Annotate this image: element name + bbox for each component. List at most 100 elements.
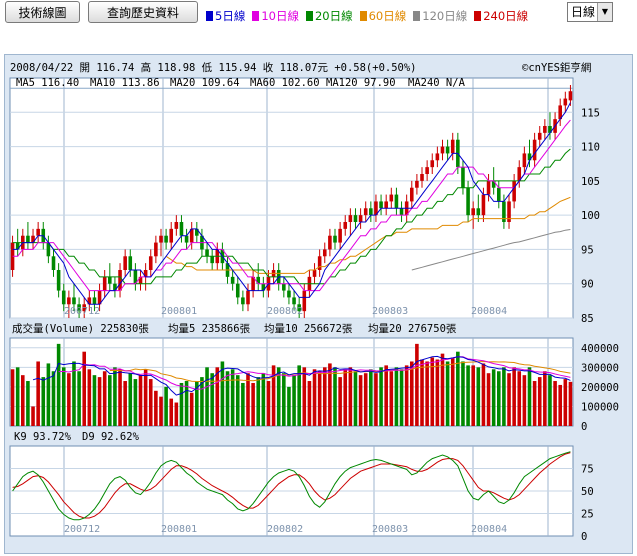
candle-body [338, 228, 342, 243]
volume-bar [271, 365, 276, 426]
candle-body [532, 139, 537, 161]
volume-bar [230, 369, 235, 426]
period-select-value: 日線 [571, 5, 596, 19]
candle-body [67, 297, 71, 305]
volume-bar [118, 369, 122, 426]
volume-bar [358, 375, 363, 426]
technical-chart-button[interactable]: 技術線圖 [5, 1, 80, 23]
copyright-label: ©cnYES鉅亨網 [522, 61, 591, 74]
volume-bar [189, 392, 194, 426]
legend-label: 240日線 [483, 9, 529, 23]
volume-bar [512, 367, 516, 426]
candle-body [312, 270, 317, 277]
price-tick-label: 105 [581, 176, 600, 188]
candle-body [46, 242, 51, 257]
candle-body [394, 194, 399, 209]
candle-body [72, 297, 76, 305]
candle-body [568, 91, 573, 101]
volume-bar [113, 367, 117, 426]
volume-header: 均量10 256672張 [264, 323, 353, 335]
candle-body [471, 208, 475, 216]
volume-bar [77, 371, 81, 426]
volume-bar [179, 382, 184, 426]
volume-bar [389, 371, 394, 426]
d-value-label: D9 92.62% [82, 431, 140, 443]
volume-ma20-line [109, 360, 571, 382]
volume-tick-label: 200000 [581, 382, 619, 394]
volume-bar [537, 377, 542, 426]
volume-bar [174, 402, 179, 426]
volume-ma5-line [32, 355, 571, 396]
volume-bar [404, 365, 409, 426]
month-tick-label: 200712 [64, 524, 100, 535]
legend-item-ma[interactable]: 10日線 [252, 8, 299, 24]
candle-body [164, 235, 168, 243]
volume-bar [553, 381, 557, 426]
candle-body [333, 235, 337, 243]
month-tick-label: 200804 [471, 306, 507, 317]
candle-body [317, 256, 322, 270]
candle-body [476, 208, 481, 216]
month-tick-label: 200712 [64, 306, 100, 317]
legend-item-ma[interactable]: 60日線 [359, 8, 406, 24]
legend-swatch [305, 11, 313, 21]
volume-bar [36, 361, 40, 426]
candle-body [195, 228, 199, 236]
volume-bar [297, 365, 301, 426]
candle-body [389, 194, 394, 202]
volume-bar [241, 382, 245, 426]
candle-body [517, 167, 522, 181]
month-tick-label: 200801 [161, 524, 197, 535]
candle-body [353, 215, 358, 222]
volume-bar [184, 381, 189, 426]
candle-body [369, 208, 373, 216]
volume-bar [72, 361, 76, 426]
history-data-button[interactable]: 查詢歷史資料 [88, 1, 198, 23]
volume-bar [450, 357, 455, 426]
candle-body [358, 215, 363, 222]
legend-item-ma[interactable]: 240日線 [474, 8, 528, 24]
volume-bar [205, 367, 209, 426]
volume-bar [123, 381, 127, 426]
candle-body [113, 283, 117, 291]
period-select[interactable]: 日線 ▼ [567, 2, 613, 22]
volume-bar [21, 375, 25, 426]
volume-bar [215, 367, 220, 426]
candle-body [466, 187, 470, 216]
volume-bar [369, 369, 373, 426]
kd-tick-label: 25 [581, 509, 594, 521]
legend-item-ma[interactable]: 20日線 [305, 8, 353, 24]
volume-bar [481, 363, 486, 426]
price-tick-label: 95 [581, 244, 594, 256]
candle-body [143, 270, 148, 277]
legend-swatch [252, 11, 260, 21]
volume-bar [51, 371, 56, 426]
volume-bar [164, 386, 168, 426]
k-value-label: K9 93.72% [14, 431, 72, 443]
volume-bar [563, 379, 568, 426]
volume-bar [430, 357, 435, 426]
volume-bar [568, 381, 573, 426]
candle-body [184, 235, 189, 243]
legend-item-ma[interactable]: 120日線 [413, 8, 467, 24]
candle-body [461, 167, 465, 188]
candle-body [548, 126, 552, 133]
candle-body [154, 242, 158, 257]
volume-bar [148, 379, 153, 426]
candle-body [384, 201, 388, 209]
volume-bar [128, 373, 133, 426]
month-tick-label: 200802 [267, 524, 303, 535]
volume-bar [435, 359, 440, 426]
candle-body [430, 160, 435, 168]
candle-body [133, 270, 138, 284]
volume-bar [82, 351, 87, 426]
volume-tick-label: 100000 [581, 401, 619, 413]
volume-bar [338, 377, 342, 426]
volume-bar [409, 361, 414, 426]
candle-body [297, 304, 301, 312]
price-tick-label: 100 [581, 210, 600, 222]
volume-bar [307, 381, 312, 426]
legend-item-ma[interactable]: 5日線 [206, 8, 245, 24]
candle-body [56, 270, 61, 291]
